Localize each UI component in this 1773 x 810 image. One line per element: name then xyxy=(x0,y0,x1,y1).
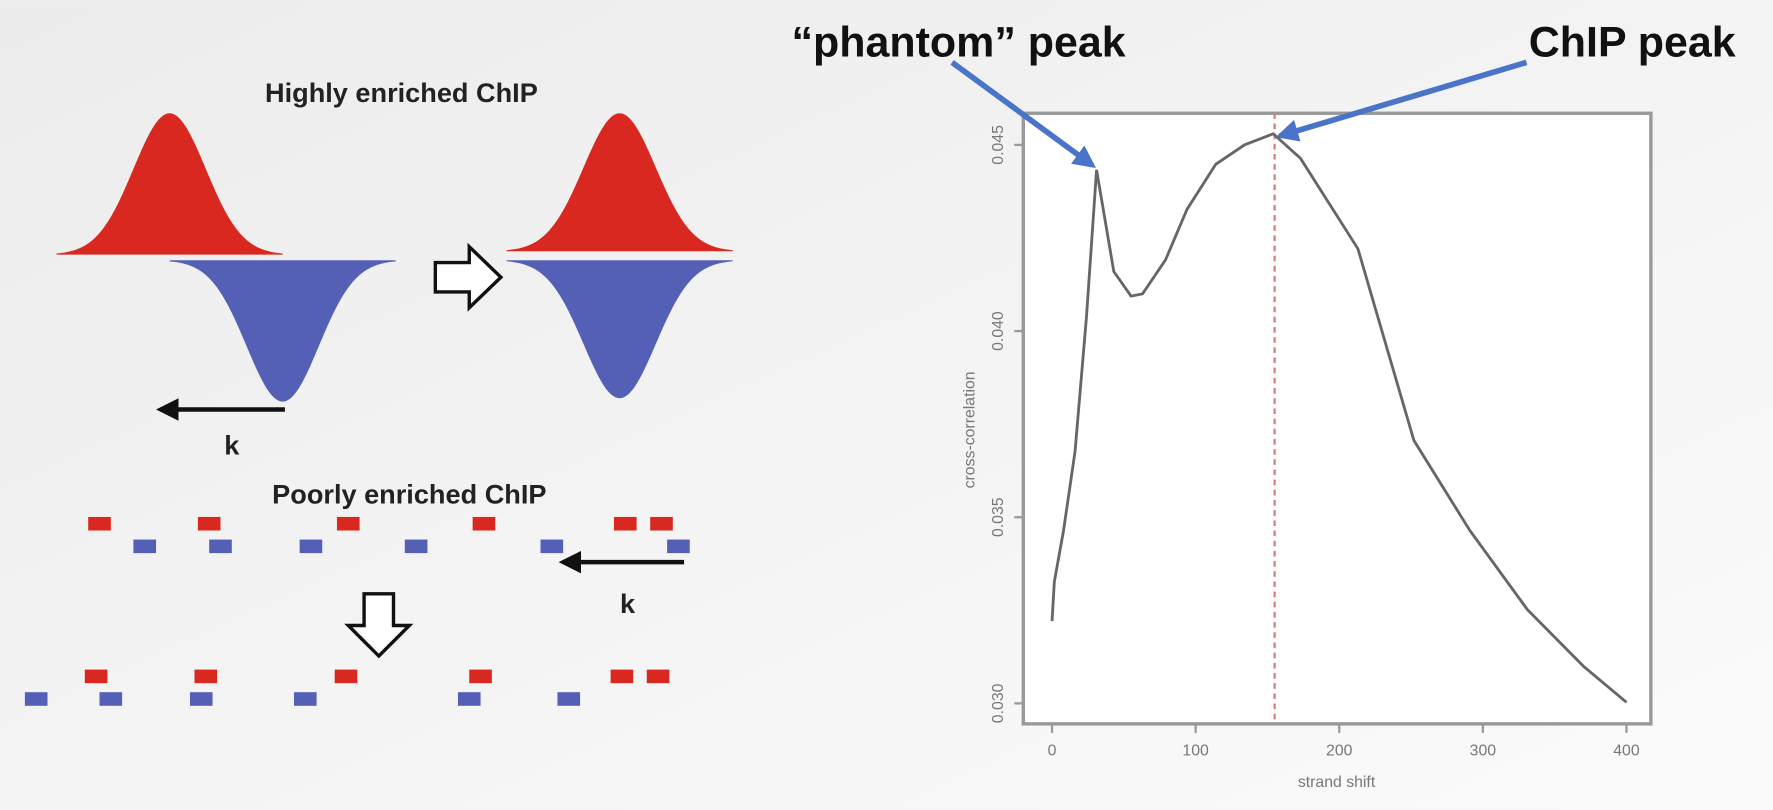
annotation: “phantom” peak xyxy=(792,19,1126,67)
y-axis-label: cross-correlation xyxy=(962,371,979,488)
read xyxy=(650,517,673,531)
read xyxy=(194,670,217,684)
read xyxy=(667,540,690,554)
read xyxy=(473,517,496,531)
read xyxy=(647,670,670,684)
read xyxy=(294,692,317,706)
read xyxy=(557,692,580,706)
diagram-title: Poorly enriched ChIP xyxy=(272,478,546,509)
read xyxy=(209,540,232,554)
read xyxy=(405,540,428,554)
slide: Highly enriched ChIP k Poorly enriched C… xyxy=(0,0,1773,810)
read xyxy=(133,540,156,554)
read xyxy=(540,540,563,554)
read xyxy=(25,692,48,706)
x-tick-label: 300 xyxy=(1470,743,1497,760)
read xyxy=(614,517,637,531)
x-axis-label: strand shift xyxy=(1298,774,1376,791)
annotation: ChIP peak xyxy=(1529,19,1736,67)
y-tick-label: 0.035 xyxy=(990,497,1007,537)
read xyxy=(458,692,481,706)
read xyxy=(198,517,221,531)
x-tick-label: 200 xyxy=(1326,743,1353,760)
y-tick-label: 0.040 xyxy=(990,311,1007,351)
read xyxy=(88,517,111,531)
x-tick-label: 100 xyxy=(1182,743,1209,760)
shift-label: k xyxy=(620,588,636,619)
y-tick-label: 0.030 xyxy=(990,683,1007,723)
read xyxy=(335,670,358,684)
read xyxy=(300,540,323,554)
x-tick-label: 400 xyxy=(1613,743,1640,760)
read xyxy=(337,517,360,531)
read xyxy=(469,670,492,684)
plot-area xyxy=(1023,113,1651,724)
x-tick-label: 0 xyxy=(1048,743,1057,760)
read xyxy=(100,692,123,706)
read xyxy=(190,692,213,706)
read xyxy=(611,670,634,684)
shift-label: k xyxy=(224,430,240,461)
page: Highly enriched ChIP k Poorly enriched C… xyxy=(0,0,1773,810)
y-tick-label: 0.045 xyxy=(990,125,1007,165)
read xyxy=(85,670,108,684)
diagram-title: Highly enriched ChIP xyxy=(265,77,538,108)
